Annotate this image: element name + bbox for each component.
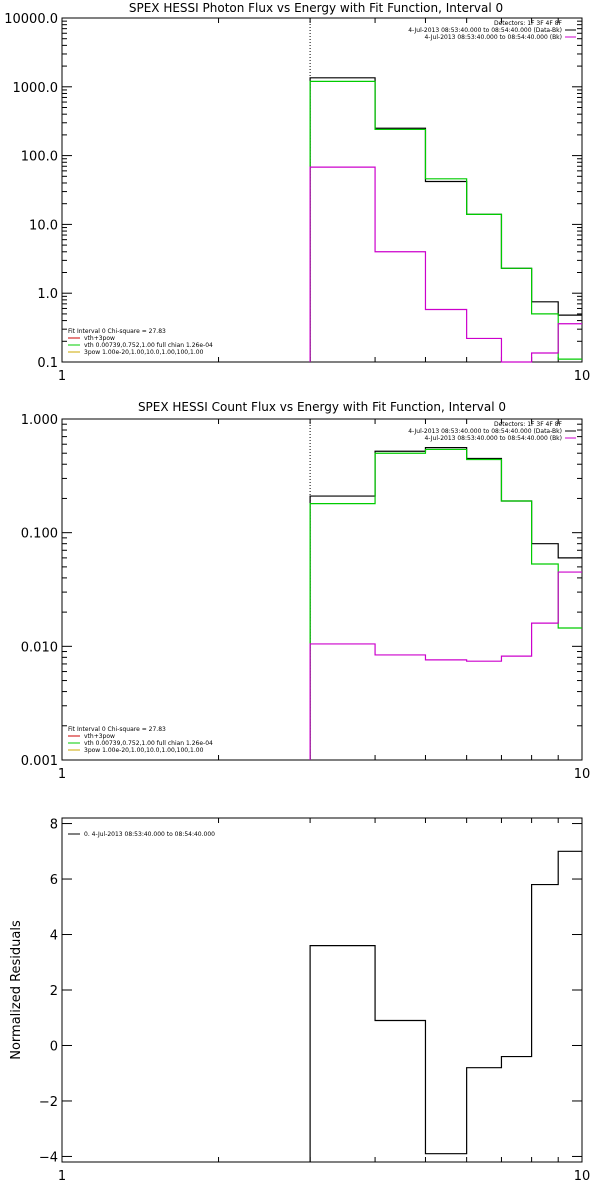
photon-flux-panel: SPEX HESSI Photon Flux vs Energy with Fi… (4, 1, 590, 384)
y-tick-label: 10.0 (29, 218, 58, 233)
residuals-panel: Normalized Residuals −4 −2 0 2 4 6 8 1 10 0. 4-Ju… (9, 817, 591, 1184)
series-step-line (309, 166, 582, 363)
x-tick-label: 10 (574, 1169, 591, 1184)
legend-entry: vth 0.00739,0.752,1.00 full chian 1.26e-… (84, 342, 213, 349)
y-tick-label: 0 (50, 1039, 58, 1054)
series-step-line (309, 448, 582, 760)
x-tick-label: 10 (574, 767, 591, 782)
legend-entry: Detectors: 1F 3F 4F 8F (494, 421, 563, 428)
legend-entry: vth+3pow (84, 335, 115, 342)
count-flux-panel: SPEX HESSI Count Flux vs Energy with Fit… (21, 400, 590, 782)
legend-entry: 3pow 1.00e-20,1.00,10.0,1.00,100,1.00 (84, 349, 204, 356)
legend-entry: 4-Jul-2013 08:53:40.000 to 08:54:40.000 … (424, 34, 562, 41)
plot-frame (61, 17, 583, 363)
legend-entry: 3pow 1.00e-20,1.00,10.0,1.00,100,1.00 (84, 747, 204, 754)
chart-title: SPEX HESSI Photon Flux vs Energy with Fi… (129, 1, 503, 15)
legend-entry: Detectors: 1F 3F 4F 8F (494, 20, 563, 27)
chart-title: SPEX HESSI Count Flux vs Energy with Fit… (138, 400, 506, 414)
y-axis-label: Normalized Residuals (9, 920, 24, 1060)
legend-entry: 4-Jul-2013 08:53:40.000 to 08:54:40.000 … (424, 435, 562, 442)
y-tick-label: 0.1 (37, 356, 58, 371)
legend-entry: 4-Jul-2013 08:53:40.000 to 08:54:40.000 … (408, 428, 562, 435)
y-tick-label: 0.010 (21, 640, 58, 655)
x-tick-label: 1 (58, 767, 66, 782)
y-tick-label: 8 (50, 818, 58, 833)
y-tick-label: 0.100 (21, 527, 58, 542)
legend-entry: 4-Jul-2013 08:53:40.000 to 08:54:40.000 … (408, 27, 562, 34)
y-tick-label: 0.001 (21, 754, 58, 769)
y-tick-label: 100.0 (21, 150, 58, 165)
y-tick-label: 1000.0 (13, 81, 59, 96)
legend-entry: vth+3pow (84, 733, 115, 740)
y-tick-label: 2 (50, 984, 58, 999)
series-step-line (309, 850, 582, 1162)
series-step-line (309, 80, 582, 362)
x-tick-label: 1 (58, 1169, 66, 1184)
y-tick-label: −2 (39, 1095, 58, 1110)
y-tick-label: −4 (39, 1150, 58, 1165)
y-tick-label: 1.0 (37, 287, 58, 302)
y-tick-label: 6 (50, 873, 58, 888)
x-tick-label: 10 (574, 369, 591, 384)
series-step-line (309, 77, 582, 362)
legend-entry: Fit Interval 0 Chi-square = 27.83 (68, 726, 166, 733)
plot-frame (61, 418, 583, 761)
legend-entry: 0. 4-Jul-2013 08:53:40.000 to 08:54:40.0… (84, 831, 215, 838)
plot-frame (61, 817, 583, 1163)
series-step-line (309, 447, 582, 760)
series-step-line (309, 571, 582, 760)
x-tick-label: 1 (58, 369, 66, 384)
legend-entry: Fit Interval 0 Chi-square = 27.83 (68, 328, 166, 335)
y-tick-label: 1.000 (21, 413, 58, 428)
legend-entry: vth 0.00739,0.752,1.00 full chian 1.26e-… (84, 740, 213, 747)
y-tick-label: 4 (50, 929, 58, 944)
y-tick-label: 10000.0 (4, 12, 58, 27)
